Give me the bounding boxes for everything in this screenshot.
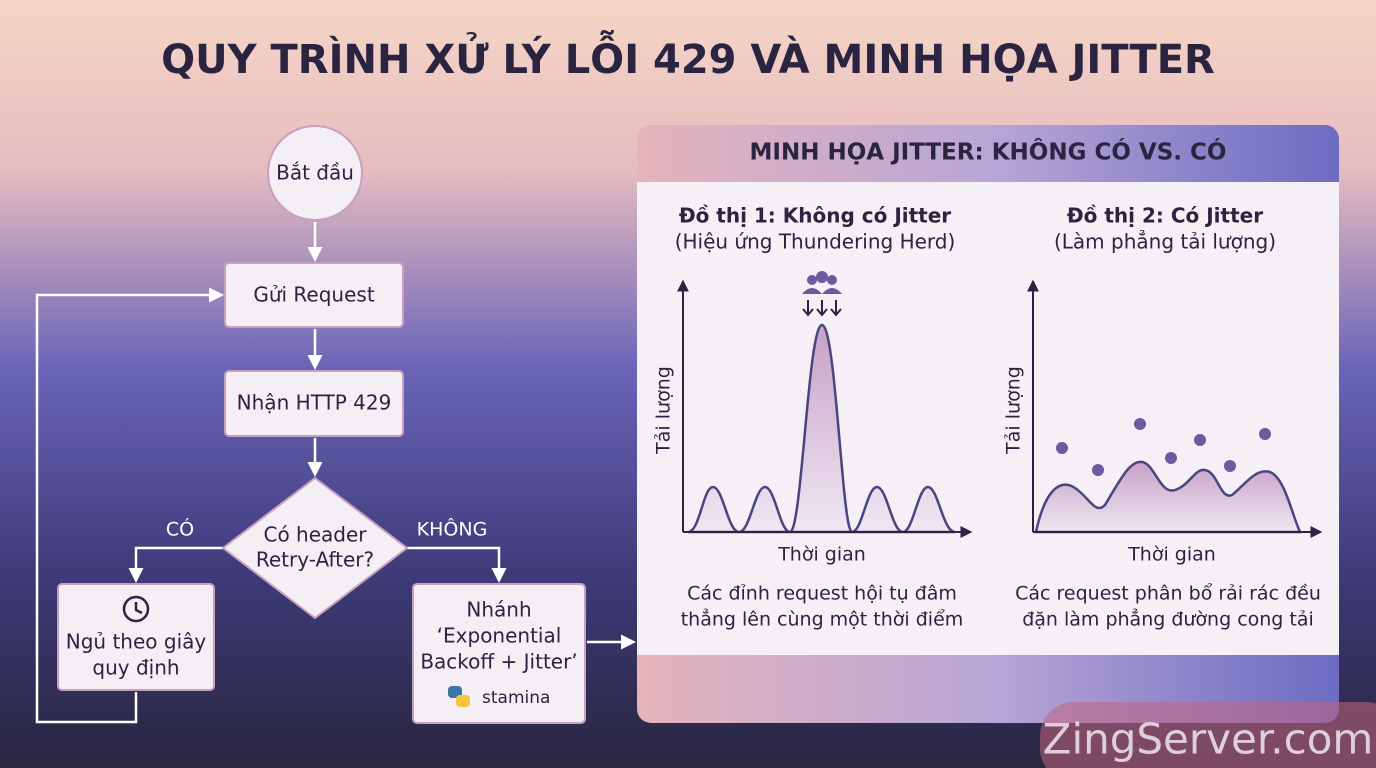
users-icon	[802, 271, 842, 317]
node-text: Backoff + Jitter’	[420, 650, 577, 674]
flow-edges	[35, 222, 636, 724]
users-icons	[1056, 418, 1271, 476]
y-axis-label: Tải lượng	[1003, 366, 1025, 455]
chart-subtitle: (Hiệu ứng Thundering Herd)	[675, 230, 956, 254]
x-axis-label: Thời gian	[1127, 544, 1216, 566]
process-node	[57, 583, 215, 691]
process-node	[224, 262, 404, 328]
edge-label: KHÔNG	[417, 517, 488, 541]
start-node	[267, 125, 363, 221]
caption: thẳng lên cùng một thời điểm	[681, 608, 964, 631]
node-text: Retry-After?	[256, 548, 374, 572]
library-name: stamina	[482, 688, 550, 708]
page-title: QUY TRÌNH XỬ LÝ LỖI 429 VÀ MINH HỌA JITT…	[161, 29, 1215, 83]
chart-title: Đồ thị 1: Không có Jitter	[679, 204, 951, 228]
chart-subtitle: (Làm phẳng tải lượng)	[1054, 230, 1276, 254]
chart-title: Đồ thị 2: Có Jitter	[1067, 204, 1263, 228]
node-text: Nhận HTTP 429	[237, 391, 392, 415]
x-axis-label: Thời gian	[777, 544, 866, 566]
node-text: quy định	[92, 656, 179, 680]
illustrative-curve	[1034, 460, 1302, 534]
panel-title: MINH HỌA JITTER: KHÔNG CÓ VS. CÓ	[750, 138, 1227, 166]
node-text: Có header	[263, 523, 367, 547]
python-icon	[448, 686, 470, 707]
watermark-badge	[1040, 702, 1376, 768]
node-text: Nhánh	[466, 598, 531, 622]
y-axis-label: Tải lượng	[653, 366, 675, 455]
decision-node	[221, 476, 409, 620]
process-node	[224, 370, 404, 437]
node-text: Bắt đầu	[276, 161, 354, 185]
clock-icon	[122, 595, 150, 623]
node-text: Ngủ theo giây	[66, 630, 207, 654]
caption: Các request phân bổ rải rác đều	[1015, 583, 1321, 605]
watermark: ZingServer.com	[1043, 715, 1374, 764]
panel-body	[637, 182, 1339, 655]
node-text: Gửi Request	[253, 283, 374, 307]
edge-label: CÓ	[166, 517, 194, 541]
node-text: ‘Exponential	[437, 624, 562, 648]
caption: Các đỉnh request hội tụ đâm	[687, 583, 957, 605]
caption: đặn làm phẳng đường cong tải	[1022, 608, 1314, 631]
